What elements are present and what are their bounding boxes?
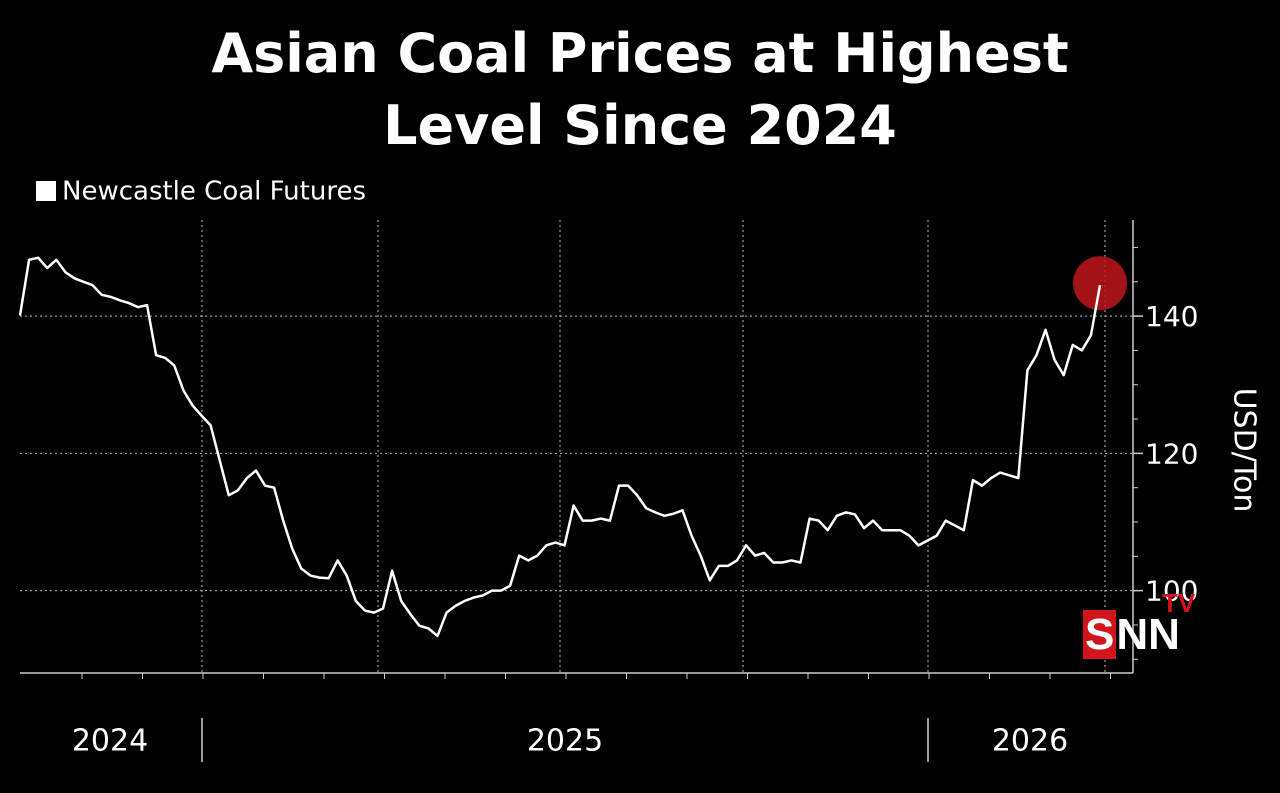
watermark-sub: TV	[1162, 588, 1196, 618]
y-tick-label: 120	[1145, 437, 1198, 470]
y-tick-label: 140	[1145, 300, 1198, 333]
chart-title: Asian Coal Prices at Highest Level Since…	[211, 22, 1069, 157]
x-tick-label: 2024	[72, 724, 148, 759]
watermark: SNN	[1085, 610, 1180, 659]
legend-swatch	[36, 181, 56, 201]
x-tick-label: 2025	[527, 724, 603, 759]
line	[18, 256, 1102, 638]
x-tick-label: 2026	[992, 724, 1068, 759]
y-axis-label: USD/Ton	[1227, 388, 1262, 513]
highlight	[1073, 256, 1127, 311]
y-tick-label: 100	[1145, 575, 1198, 608]
legend-label: Newcastle Coal Futures	[62, 177, 366, 207]
